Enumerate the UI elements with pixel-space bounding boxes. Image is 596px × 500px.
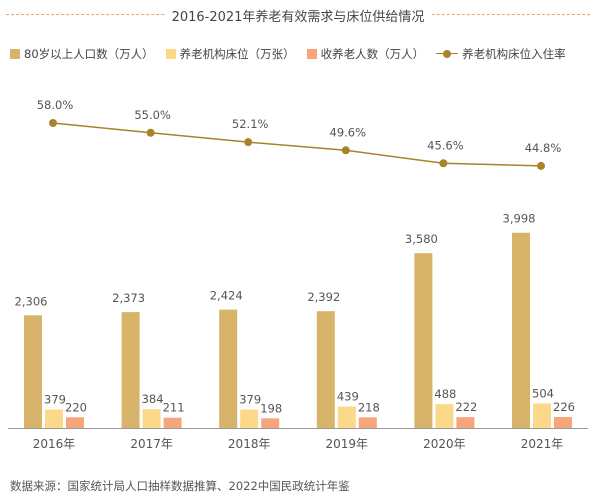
x-tick-label-3: 2019年 <box>326 437 369 451</box>
data-label-elderly-population-4: 3,580 <box>405 232 438 246</box>
bar-beds-5 <box>533 403 551 428</box>
data-label-elderly-population-5: 3,998 <box>503 212 536 226</box>
legend-label-beds: 养老机构床位（万张） <box>179 47 295 61</box>
data-label-elderly-population-1: 2,373 <box>112 291 145 305</box>
bar-beds-1 <box>142 409 161 428</box>
bar-residents-2 <box>261 418 280 428</box>
bar-elderly-population-3 <box>316 311 335 428</box>
bar-residents-3 <box>358 417 377 428</box>
x-tick-label-5: 2021年 <box>521 437 564 451</box>
x-tick-label-1: 2017年 <box>130 437 173 451</box>
point-occupancy-rate-0 <box>49 119 57 127</box>
data-label-occupancy-rate-0: 58.0% <box>37 98 74 112</box>
legend-item-beds: 养老机构床位（万张） <box>165 46 295 62</box>
bar-residents-1 <box>163 417 182 428</box>
bar-elderly-population-4 <box>414 253 433 428</box>
data-label-occupancy-rate-4: 45.6% <box>427 138 464 152</box>
bar-elderly-population-2 <box>219 309 238 428</box>
chart-title: 2016-2021年养老有效需求与床位供给情况 <box>0 6 596 25</box>
point-occupancy-rate-4 <box>439 159 448 168</box>
bar-beds-4 <box>435 404 454 428</box>
legend-item-elderly-population: 80岁以上人口数（万人） <box>10 46 154 62</box>
data-label-occupancy-rate-2: 52.1% <box>232 117 269 131</box>
data-label-beds-1: 384 <box>142 392 164 406</box>
bar-elderly-population-0 <box>24 315 42 428</box>
data-label-residents-1: 211 <box>163 401 185 415</box>
legend-label-occupancy-rate: 养老机构床位入住率 <box>462 47 566 61</box>
bar-elderly-population-1 <box>121 312 140 428</box>
legend: 80岁以上人口数（万人） 养老机构床位（万张） 收养老人数（万人） 养老机构床位… <box>10 46 566 62</box>
data-label-beds-3: 439 <box>337 390 359 404</box>
x-tick-label-0: 2016年 <box>33 437 76 451</box>
legend-label-residents: 收养老人数（万人） <box>320 47 425 61</box>
chart-title-text: 2016-2021年养老有效需求与床位供给情况 <box>165 10 431 25</box>
data-label-residents-5: 226 <box>553 400 575 414</box>
x-tick-label-4: 2020年 <box>423 437 466 451</box>
bar-elderly-population-5 <box>512 232 530 428</box>
data-label-beds-0: 379 <box>44 392 66 406</box>
data-label-occupancy-rate-5: 44.8% <box>525 141 562 155</box>
bar-beds-0 <box>45 409 63 428</box>
data-label-residents-2: 198 <box>260 401 282 415</box>
legend-swatch-occupancy-rate <box>436 49 459 59</box>
point-occupancy-rate-1 <box>146 128 155 137</box>
legend-item-occupancy-rate: 养老机构床位入住率 <box>436 46 566 62</box>
point-occupancy-rate-3 <box>341 146 350 155</box>
point-occupancy-rate-5 <box>537 161 545 170</box>
bar-residents-0 <box>66 417 84 428</box>
point-occupancy-rate-2 <box>244 138 253 147</box>
data-label-beds-4: 488 <box>434 387 456 401</box>
data-label-residents-4: 222 <box>455 400 477 414</box>
data-label-occupancy-rate-3: 49.6% <box>330 125 367 139</box>
data-label-beds-5: 504 <box>532 386 554 400</box>
legend-label-elderly-population: 80岁以上人口数（万人） <box>24 47 154 61</box>
data-label-elderly-population-0: 2,306 <box>15 294 48 308</box>
legend-item-residents: 收养老人数（万人） <box>306 46 425 62</box>
data-label-residents-0: 220 <box>65 400 87 414</box>
legend-swatch-elderly-population <box>10 49 20 59</box>
data-label-beds-2: 379 <box>239 392 261 406</box>
line-occupancy-rate <box>52 122 542 167</box>
bar-beds-2 <box>240 409 259 428</box>
data-label-occupancy-rate-1: 55.0% <box>134 108 171 122</box>
data-label-elderly-population-3: 2,392 <box>307 290 340 304</box>
source-note: 数据来源：国家统计局人口抽样数据推算、2022中国民政统计年鉴 <box>10 479 350 493</box>
legend-swatch-beds <box>165 49 176 59</box>
bar-residents-4 <box>456 417 475 428</box>
x-tick-label-2: 2018年 <box>228 437 271 451</box>
bar-beds-3 <box>337 406 356 428</box>
data-label-residents-3: 218 <box>358 400 380 414</box>
legend-swatch-residents <box>306 49 317 59</box>
bar-residents-5 <box>554 416 572 428</box>
data-label-elderly-population-2: 2,424 <box>210 289 243 303</box>
